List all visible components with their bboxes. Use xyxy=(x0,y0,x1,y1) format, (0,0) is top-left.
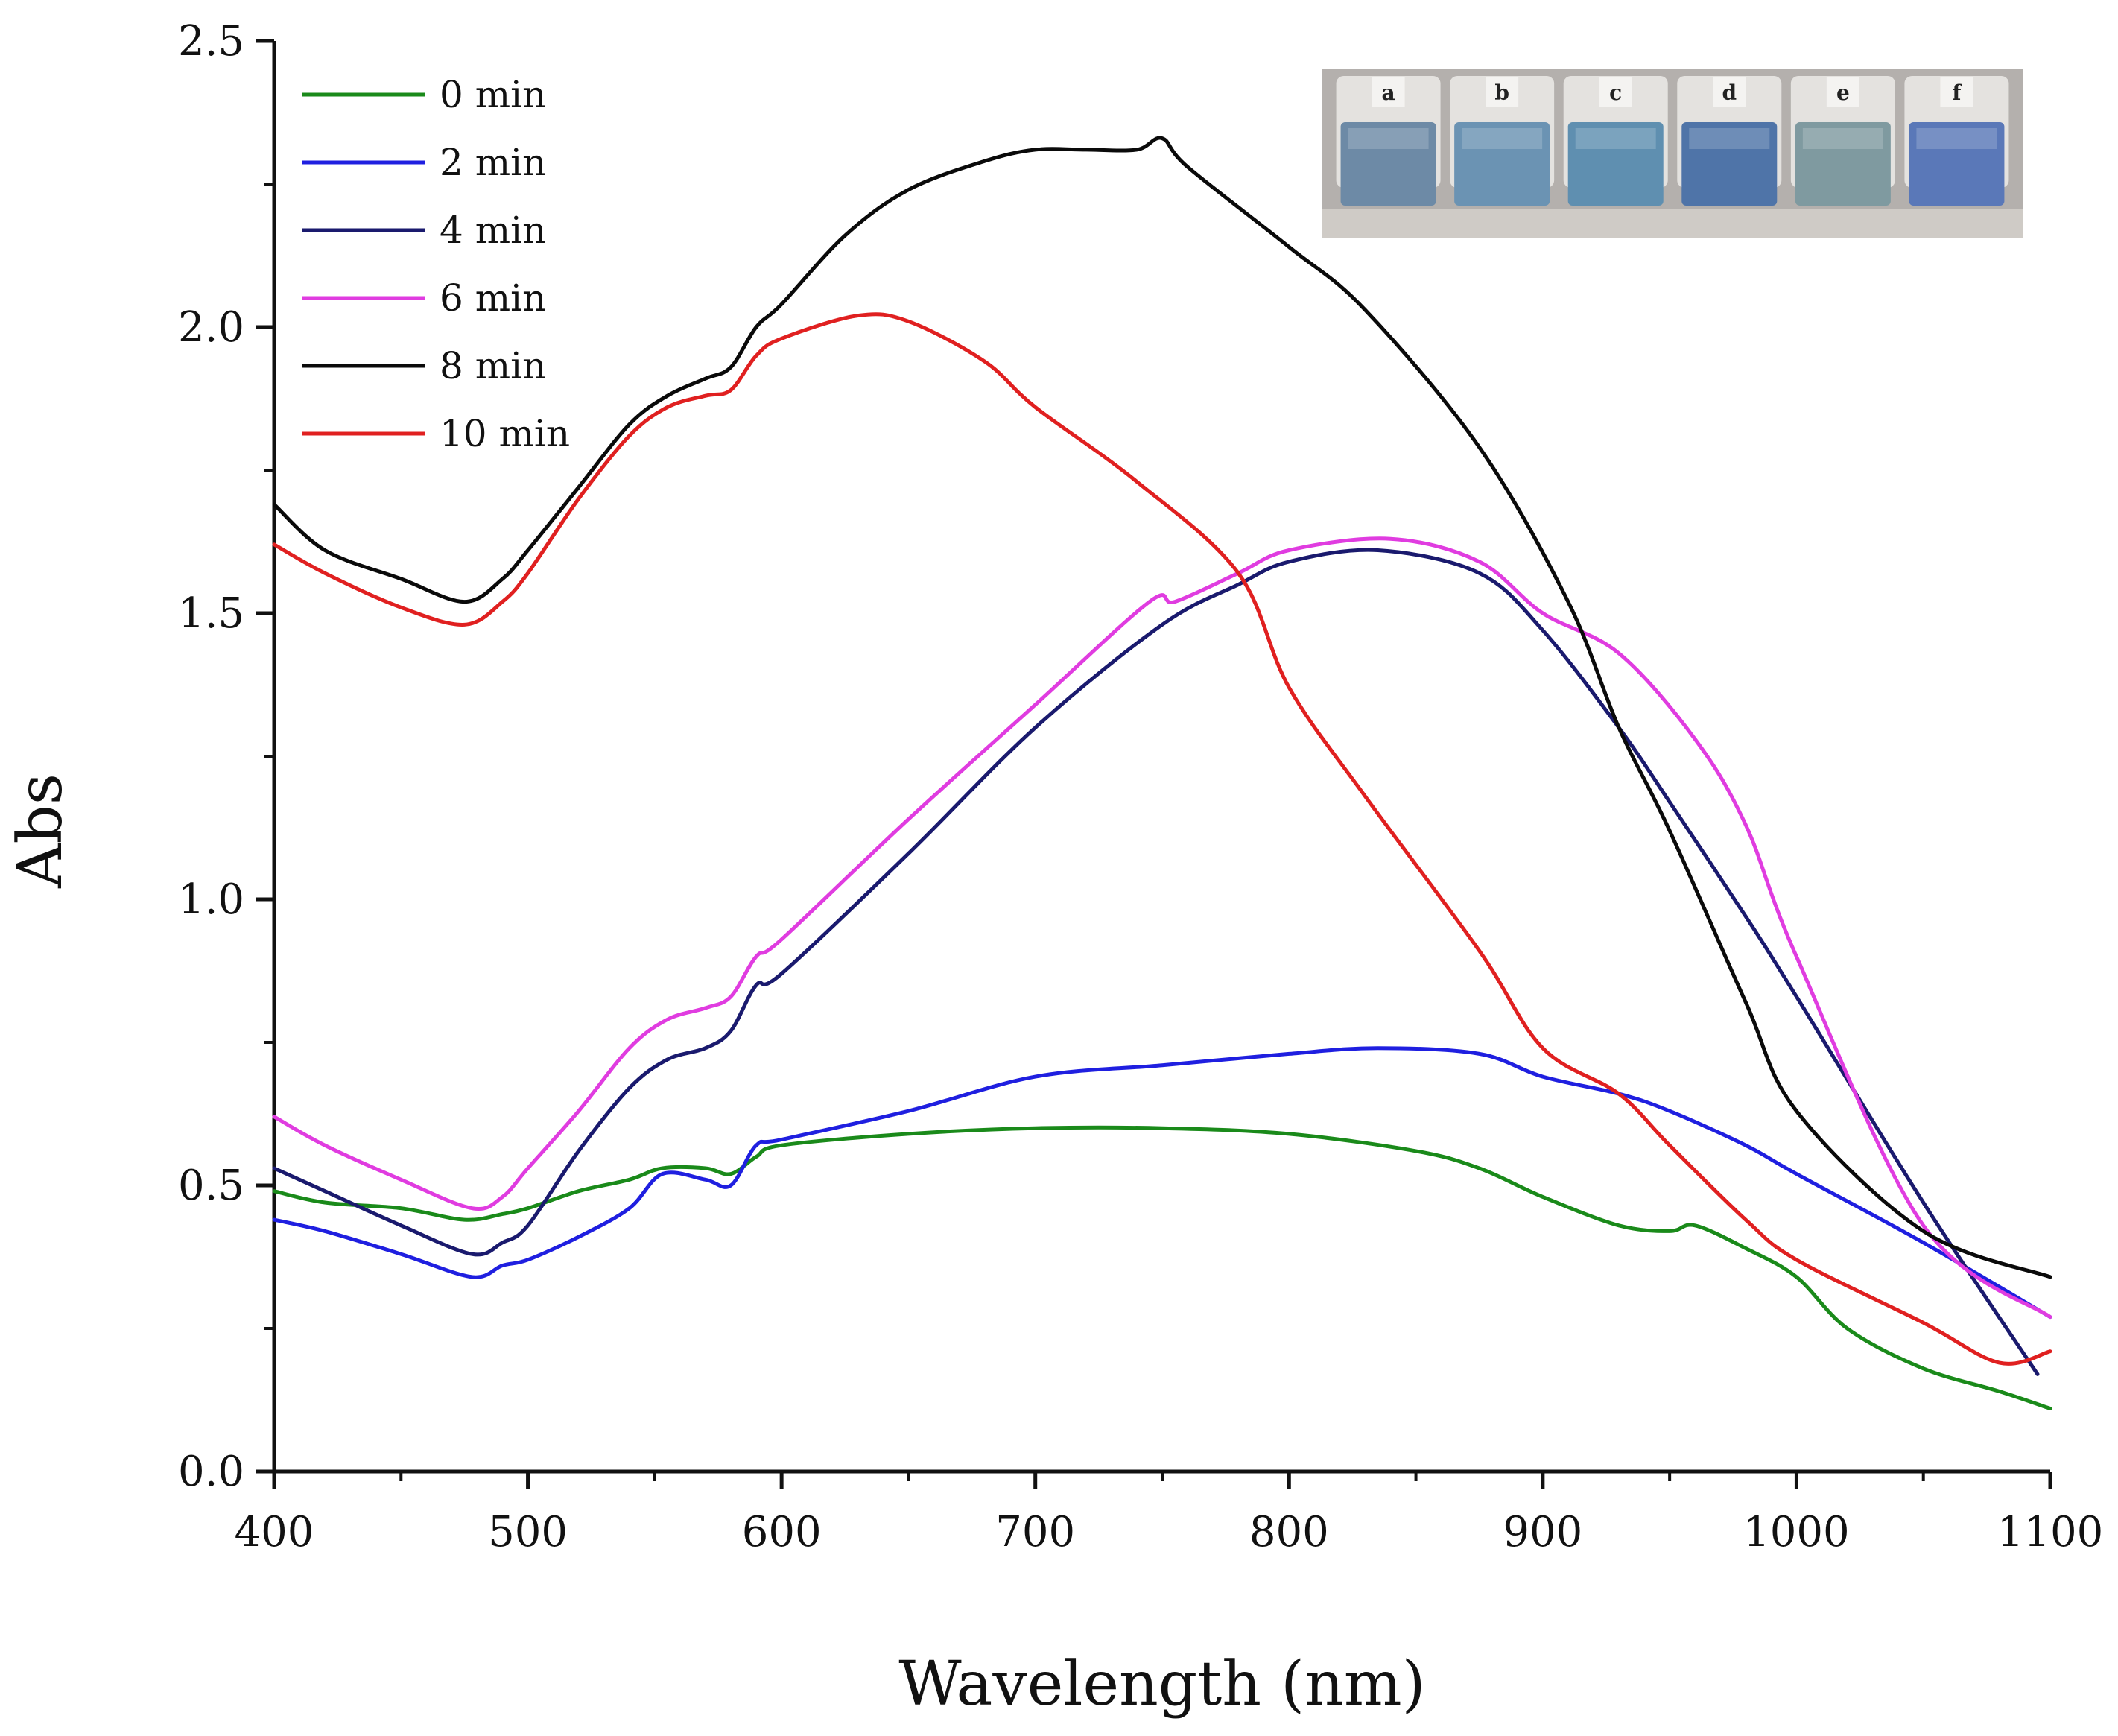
cuvette-reflection xyxy=(1689,128,1770,149)
legend: 0 min 2 min 4 min 6 min 8 min 10 min xyxy=(302,73,570,455)
legend-label: 2 min xyxy=(440,141,546,184)
series-line-0-min xyxy=(272,1125,2052,1410)
x-axis-title: Wavelength (nm) xyxy=(898,1649,1425,1720)
cuvette-reflection xyxy=(1462,128,1543,149)
cuvette-label: a xyxy=(1381,80,1395,105)
series-line-8-min xyxy=(272,136,2052,1279)
y-axis-title: Abs xyxy=(5,773,76,889)
y-ticks: 0.0 0.5 1.0 1.5 2.0 2.5 xyxy=(178,17,274,1496)
cuvette-label-tag xyxy=(1486,77,1519,107)
series xyxy=(272,136,2052,1410)
y-tick-label: 0.0 xyxy=(178,1448,244,1496)
x-tick-label: 800 xyxy=(1249,1508,1329,1556)
y-tick-label: 1.5 xyxy=(178,589,244,638)
cuvette-label: b xyxy=(1494,80,1509,105)
series-line-2-min xyxy=(272,1046,2052,1320)
legend-label: 0 min xyxy=(440,73,546,116)
cuvette-solution xyxy=(1681,122,1778,206)
x-tick-label: 1100 xyxy=(1997,1508,2104,1556)
series-line-4-min xyxy=(272,548,2040,1376)
cuvette-solution xyxy=(1340,122,1436,206)
cuvette-label: f xyxy=(1952,80,1962,105)
x-ticks: 400 500 600 700 800 900 1000 1100 xyxy=(235,1472,2104,1556)
series-line-10-min xyxy=(272,312,2052,1366)
legend-label: 4 min xyxy=(440,209,546,252)
cuvette-label-tag xyxy=(1826,77,1859,107)
axes: 400 500 600 700 800 900 1000 1100 0.0 0.5 1.0 1.5 2… xyxy=(178,17,2103,1556)
y-tick-label: 2.5 xyxy=(178,17,244,66)
x-tick-label: 900 xyxy=(1503,1508,1582,1556)
cuvette-label-tag xyxy=(1940,77,1973,107)
inset-photo: a b c d e f xyxy=(1322,69,2023,238)
legend-label: 8 min xyxy=(440,344,546,387)
cuvette-solution xyxy=(1454,122,1550,206)
inset-base xyxy=(1322,209,2023,238)
cuvette-reflection xyxy=(1348,128,1429,149)
x-tick-label: 500 xyxy=(488,1508,568,1556)
cuvette-reflection xyxy=(1802,128,1883,149)
cuvette-solution xyxy=(1567,122,1664,206)
cuvette-label: e xyxy=(1836,80,1850,105)
series-line-6-min xyxy=(272,536,2052,1320)
y-tick-label: 2.0 xyxy=(178,303,244,352)
cuvette-label: d xyxy=(1722,80,1737,105)
cuvette-label: c xyxy=(1609,80,1622,105)
cuvette-label-tag xyxy=(1713,77,1746,107)
x-tick-label: 1000 xyxy=(1743,1508,1850,1556)
cuvette-solution xyxy=(1909,122,2005,206)
x-tick-label: 400 xyxy=(235,1508,314,1556)
cuvette-label-tag xyxy=(1599,77,1632,107)
cuvette-label-tag xyxy=(1372,77,1405,107)
legend-label: 10 min xyxy=(440,412,570,455)
y-tick-label: 1.0 xyxy=(178,875,244,924)
y-tick-label: 0.5 xyxy=(178,1162,244,1210)
legend-label: 6 min xyxy=(440,276,546,320)
cuvette-reflection xyxy=(1916,128,1997,149)
x-tick-label: 600 xyxy=(742,1508,822,1556)
cuvette-reflection xyxy=(1575,128,1656,149)
cuvette-solution xyxy=(1795,122,1891,206)
x-tick-label: 700 xyxy=(995,1508,1075,1556)
